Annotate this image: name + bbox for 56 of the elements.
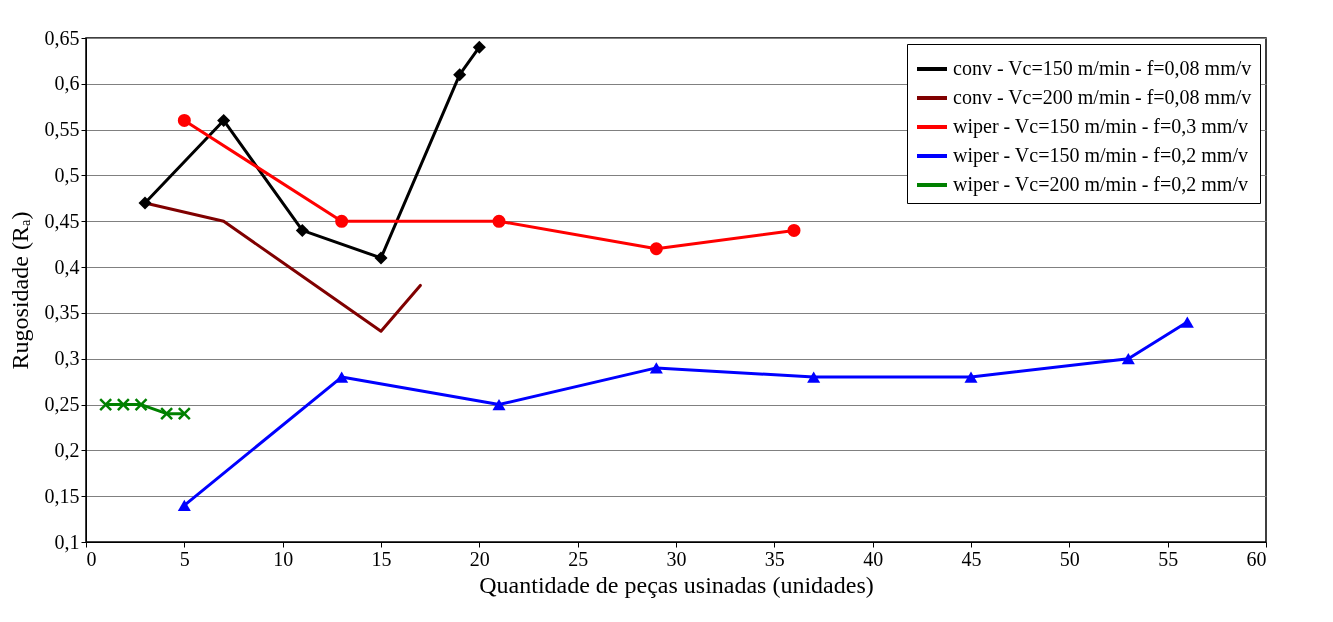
point <box>335 214 349 228</box>
y-tick-label: 0,1 <box>54 530 80 553</box>
point <box>159 406 174 421</box>
point <box>649 242 663 256</box>
x-tick-label: 30 <box>666 547 687 570</box>
x-tick-label: 60 <box>1246 547 1267 570</box>
point <box>374 251 388 265</box>
point <box>335 371 349 383</box>
y-tick-label: 0,35 <box>44 301 80 324</box>
legend-label: wiper - Vc=200 m/min - f=0,2 mm/v <box>953 173 1248 196</box>
legend-label: conv - Vc=150 m/min - f=0,08 mm/v <box>953 57 1252 79</box>
point <box>138 196 152 210</box>
legend-label: wiper - Vc=150 m/min - f=0,2 mm/v <box>953 144 1248 167</box>
x-tick-label: 5 <box>179 547 190 570</box>
x-tick-label: 45 <box>961 547 982 570</box>
x-tick-label: 20 <box>469 547 490 570</box>
point <box>1121 353 1135 365</box>
point <box>177 499 191 511</box>
legend-label: wiper - Vc=150 m/min - f=0,3 mm/v <box>953 115 1248 138</box>
y-tick-label: 0,15 <box>44 484 80 507</box>
x-tick-label: 35 <box>764 547 785 570</box>
point <box>492 398 506 411</box>
point <box>964 371 978 383</box>
point <box>472 40 486 54</box>
point <box>177 406 192 421</box>
point <box>98 397 113 412</box>
y-tick-label: 0,2 <box>54 438 80 461</box>
legend-label: conv - Vc=200 m/min - f=0,08 mm/v <box>953 86 1252 108</box>
x-tick-label: 50 <box>1059 547 1080 570</box>
point <box>134 397 148 412</box>
point <box>649 362 663 374</box>
point <box>807 371 821 383</box>
y-tick-label: 0,65 <box>44 26 80 49</box>
point <box>492 214 506 228</box>
y-axis-title: Rugosidade (Rₐ) <box>6 211 33 370</box>
point <box>217 113 231 127</box>
y-tick-label: 0,25 <box>44 393 80 416</box>
y-tick-label: 0,55 <box>44 118 80 141</box>
x-tick-label: 15 <box>371 547 392 570</box>
y-tick-label: 0,6 <box>54 72 80 95</box>
x-tick-label: 0 <box>86 547 97 570</box>
x-tick-label: 40 <box>863 547 884 570</box>
y-tick-label: 0,4 <box>54 255 80 278</box>
point <box>116 397 131 412</box>
point <box>787 223 801 237</box>
x-tick-label: 25 <box>568 547 589 570</box>
x-axis-title: Quantidade de peças usinadas (unidades) <box>479 571 874 598</box>
y-tick-label: 0,45 <box>44 209 80 232</box>
x-tick-label: 10 <box>273 547 294 570</box>
point <box>453 68 467 82</box>
y-tick-label: 0,3 <box>54 347 80 370</box>
point <box>1180 316 1194 328</box>
x-tick-label: 55 <box>1158 547 1179 570</box>
point <box>295 223 309 237</box>
y-tick-label: 0,5 <box>54 163 80 186</box>
point <box>177 113 191 127</box>
